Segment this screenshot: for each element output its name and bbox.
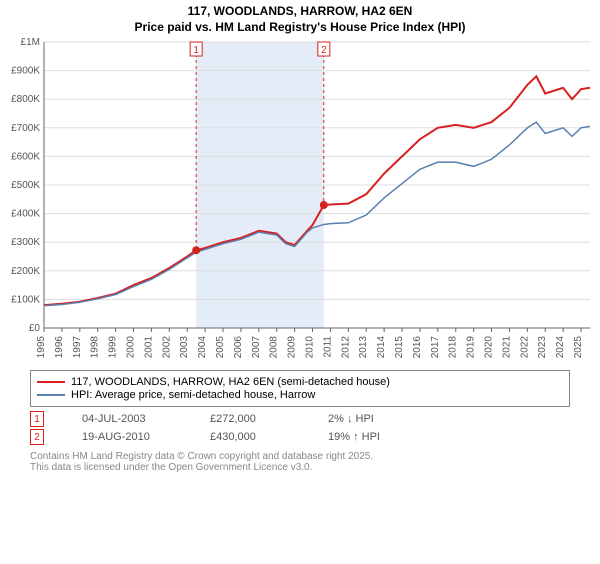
svg-text:2009: 2009 (287, 336, 298, 359)
sale-marker: 1 (30, 411, 44, 427)
svg-text:£600K: £600K (11, 151, 40, 162)
svg-text:2017: 2017 (430, 336, 441, 359)
svg-text:£100K: £100K (11, 294, 40, 305)
svg-text:2023: 2023 (537, 336, 548, 359)
sales-table: 1 04-JUL-2003 £272,000 2% ↓ HPI 2 19-AUG-2010… (0, 411, 600, 445)
svg-text:2010: 2010 (305, 336, 316, 359)
footer: Contains HM Land Registry data © Crown c… (30, 451, 570, 473)
svg-text:1999: 1999 (108, 336, 119, 359)
svg-text:1995: 1995 (36, 336, 47, 359)
legend-label: 117, WOODLANDS, HARROW, HA2 6EN (semi-de… (71, 376, 390, 388)
legend-swatch (37, 394, 65, 396)
svg-text:2022: 2022 (519, 336, 530, 359)
footer-line: Contains HM Land Registry data © Crown c… (30, 451, 570, 462)
svg-text:2012: 2012 (340, 336, 351, 359)
legend-label: HPI: Average price, semi-detached house,… (71, 389, 315, 401)
title-line2: Price paid vs. HM Land Registry's House … (0, 20, 600, 34)
svg-text:2014: 2014 (376, 336, 387, 359)
svg-text:2000: 2000 (126, 336, 137, 359)
svg-text:2016: 2016 (412, 336, 423, 359)
svg-text:2021: 2021 (501, 336, 512, 359)
svg-text:£400K: £400K (11, 209, 40, 220)
svg-text:£800K: £800K (11, 94, 40, 105)
legend-row: HPI: Average price, semi-detached house,… (37, 389, 563, 401)
sale-row: 2 19-AUG-2010 £430,000 19% ↑ HPI (30, 429, 570, 445)
svg-text:2025: 2025 (573, 336, 584, 359)
footer-line: This data is licensed under the Open Gov… (30, 462, 570, 473)
svg-text:2008: 2008 (269, 336, 280, 359)
svg-text:£900K: £900K (11, 66, 40, 77)
svg-text:2005: 2005 (215, 336, 226, 359)
sale-marker: 2 (30, 429, 44, 445)
sale-row: 1 04-JUL-2003 £272,000 2% ↓ HPI (30, 411, 570, 427)
svg-text:2020: 2020 (484, 336, 495, 359)
sale-price: £430,000 (210, 431, 310, 443)
svg-text:1998: 1998 (90, 336, 101, 359)
sale-diff: 19% ↑ HPI (328, 431, 448, 443)
sale-date: 04-JUL-2003 (82, 413, 192, 425)
svg-text:£0: £0 (29, 323, 41, 334)
svg-text:£500K: £500K (11, 180, 40, 191)
svg-text:1997: 1997 (72, 336, 83, 359)
svg-text:2004: 2004 (197, 336, 208, 359)
svg-text:£200K: £200K (11, 266, 40, 277)
svg-text:1: 1 (193, 45, 199, 56)
sale-date: 19-AUG-2010 (82, 431, 192, 443)
svg-text:£1M: £1M (21, 38, 40, 48)
svg-text:2006: 2006 (233, 336, 244, 359)
svg-text:1996: 1996 (54, 336, 65, 359)
svg-text:2001: 2001 (143, 336, 154, 359)
svg-text:2015: 2015 (394, 336, 405, 359)
sale-diff: 2% ↓ HPI (328, 413, 448, 425)
svg-text:2: 2 (321, 45, 327, 56)
svg-text:2003: 2003 (179, 336, 190, 359)
price-chart: £0 £100K £200K £300K £400K £500K £600K £700K £80… (0, 38, 600, 368)
legend: 117, WOODLANDS, HARROW, HA2 6EN (semi-de… (30, 370, 570, 407)
title-line1: 117, WOODLANDS, HARROW, HA2 6EN (0, 4, 600, 18)
legend-swatch (37, 381, 65, 383)
legend-row: 117, WOODLANDS, HARROW, HA2 6EN (semi-de… (37, 376, 563, 388)
svg-text:£300K: £300K (11, 237, 40, 248)
sale-price: £272,000 (210, 413, 310, 425)
svg-text:2002: 2002 (161, 336, 172, 359)
svg-text:2018: 2018 (448, 336, 459, 359)
svg-text:2024: 2024 (555, 336, 566, 359)
svg-text:2019: 2019 (466, 336, 477, 359)
svg-text:2011: 2011 (322, 336, 333, 358)
svg-text:£700K: £700K (11, 123, 40, 134)
svg-text:2007: 2007 (251, 336, 262, 359)
svg-text:2013: 2013 (358, 336, 369, 359)
